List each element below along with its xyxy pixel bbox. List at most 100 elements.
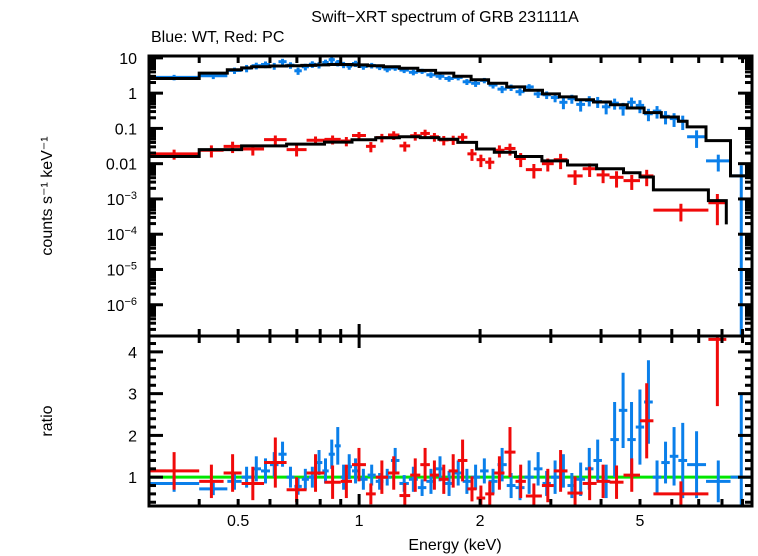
chart-title: Swift−XRT spectrum of GRB 231111A: [311, 9, 579, 26]
pc-ratio-point: [541, 468, 554, 503]
wt-ratio-point: [550, 460, 560, 494]
ratio-data-layer: [149, 336, 752, 506]
wt-ratio-point: [576, 462, 586, 496]
pc-spectrum-point: [286, 144, 307, 157]
wt-ratio-point: [524, 460, 534, 494]
y-tick-label: 10−6: [107, 296, 137, 315]
pc-spectrum-point: [623, 174, 640, 190]
pc-spectrum-point: [199, 145, 224, 158]
pc-spectrum-point: [653, 203, 709, 222]
pc-ratio-point: [241, 466, 265, 501]
pc-ratio-point: [708, 336, 727, 407]
wt-ratio-point: [678, 422, 688, 499]
wt-ratio-point: [417, 479, 427, 496]
pc-ratio-point: [504, 427, 516, 478]
wt-ratio-point: [359, 468, 368, 490]
ratio-y-tick-label: 3: [128, 387, 137, 404]
wt-spectrum-point: [462, 79, 472, 86]
y-tick-label: 0.01: [106, 157, 137, 174]
pc-spectrum-point: [596, 169, 610, 184]
wt-ratio-point: [661, 441, 670, 484]
pc-ratio-point: [639, 383, 654, 459]
y-tick-label: 0.1: [115, 121, 137, 138]
wt-spectrum-point: [601, 101, 611, 115]
wt-spectrum-point: [497, 85, 507, 94]
pc-ratio-point: [438, 464, 449, 494]
wt-spectrum-point: [706, 154, 731, 172]
pc-ratio-point: [149, 452, 200, 490]
chart-subtitle: Blue: WT, Red: PC: [151, 29, 284, 46]
wt-ratio-point: [367, 464, 376, 486]
y-tick-label: 10−5: [107, 260, 137, 279]
wt-ratio-point: [618, 372, 628, 448]
wt-spectrum-point: [576, 99, 586, 112]
wt-ratio-point: [286, 466, 295, 488]
pc-ratio-point: [467, 476, 477, 502]
pc-spectrum-point: [708, 194, 727, 226]
wt-spectrum-point: [294, 67, 302, 75]
wt-spectrum-point: [328, 56, 335, 64]
wt-spectrum-point: [278, 58, 287, 66]
pc-ratio-point: [420, 447, 430, 482]
pc-model-line: [149, 135, 728, 225]
pc-ratio-point: [494, 456, 505, 490]
x-axis-label: Energy (keV): [408, 537, 501, 554]
wt-ratio-point: [322, 458, 329, 484]
ratio-y-tick-label: 1: [128, 470, 137, 487]
pc-spectrum-point: [525, 163, 542, 179]
wt-ratio-point: [593, 439, 602, 482]
pc-ratio-point: [340, 464, 352, 499]
y-axis-label-spectrum: counts s⁻¹ keV⁻¹: [39, 136, 56, 255]
wt-ratio-point: [669, 427, 679, 486]
wt-ratio-point: [706, 460, 731, 503]
ratio-frame: [147, 334, 754, 508]
pc-ratio-point: [375, 460, 388, 494]
pc-ratio-point: [306, 454, 325, 492]
wt-ratio-point: [635, 389, 645, 465]
wt-ratio-point: [687, 431, 707, 499]
pc-spectrum-point: [609, 171, 624, 188]
pc-ratio-point: [365, 483, 376, 505]
wt-ratio-point: [334, 427, 341, 465]
pc-ratio-point: [351, 447, 366, 482]
pc-spectrum-point: [149, 149, 200, 160]
pc-spectrum-point: [365, 142, 376, 153]
wt-ratio-point: [301, 468, 309, 490]
pc-ratio-point: [457, 439, 468, 482]
pc-spectrum-point: [485, 157, 495, 170]
x-tick-label: 0.5: [227, 513, 249, 530]
pc-ratio-point: [199, 464, 224, 499]
pc-ratio-point: [623, 458, 640, 492]
y-tick-label: 1: [128, 86, 137, 103]
ratio-y-tick-label: 4: [128, 345, 137, 362]
pc-ratio-point: [609, 465, 624, 499]
spectrum-data-layer: [149, 56, 752, 336]
pc-ratio-point: [525, 483, 542, 506]
pc-ratio-point: [387, 456, 400, 490]
wt-ratio-point: [610, 401, 619, 478]
spectrum-frame: [147, 54, 754, 338]
y-tick-label: 10: [119, 51, 137, 68]
y-tick-label: 10−3: [107, 190, 137, 209]
wt-model-line: [149, 63, 752, 178]
x-tick-label: 5: [636, 513, 645, 530]
wt-ratio-point: [199, 482, 228, 496]
wt-ratio-point: [480, 458, 489, 484]
axes-layer: 0.5 1 2 5 10 1 0.1 0.01 10−3 10−4 10−5 10−6 1 2 3 4: [106, 51, 754, 530]
wt-ratio-point: [533, 452, 543, 486]
wt-spectrum-point: [687, 130, 707, 148]
pc-ratio-point: [399, 483, 411, 506]
pc-spectrum-point: [264, 135, 287, 146]
pc-ratio-point: [485, 481, 495, 506]
pc-ratio-point: [264, 437, 287, 488]
pc-ratio-point: [324, 465, 341, 499]
pc-spectrum-point: [476, 154, 486, 168]
pc-ratio-point: [596, 464, 610, 499]
pc-spectrum-point: [223, 141, 242, 154]
pc-ratio-point: [286, 477, 307, 503]
wt-spectrum-point: [559, 97, 568, 110]
wt-spectrum-point: [408, 69, 418, 76]
wt-spectrum-point: [444, 75, 454, 82]
ratio-y-tick-label: 2: [128, 428, 137, 445]
